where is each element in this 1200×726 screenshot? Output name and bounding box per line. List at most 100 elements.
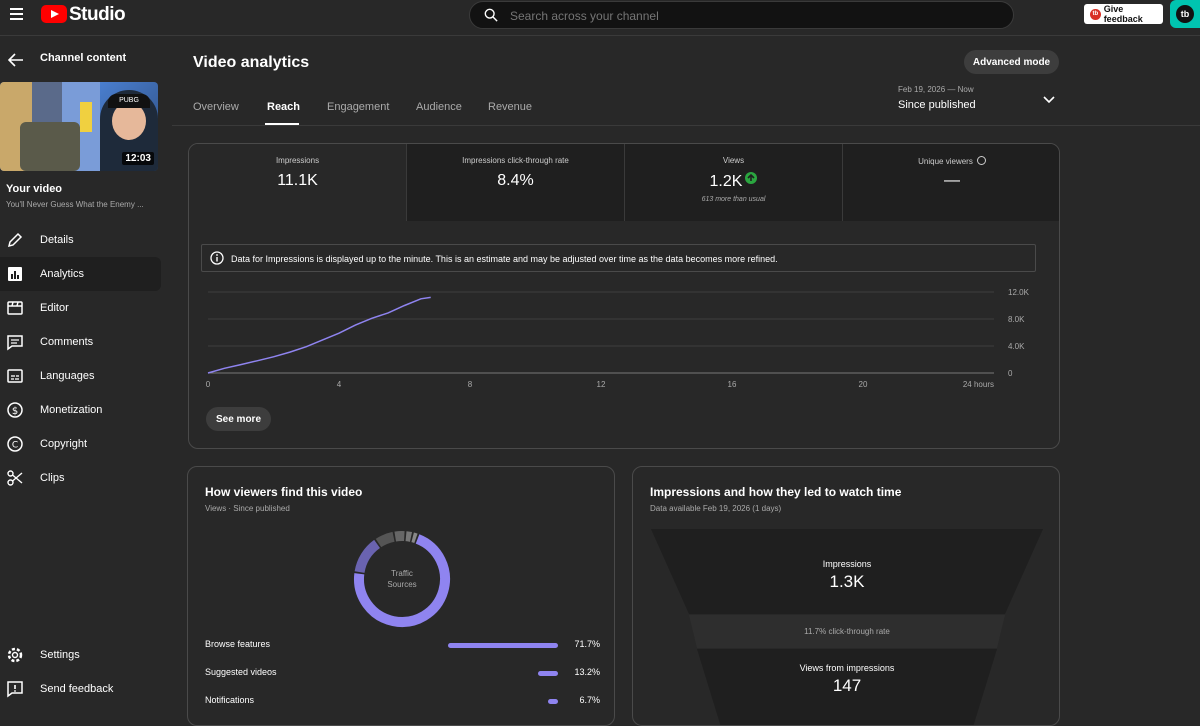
- traffic-source-bar: [537, 671, 558, 676]
- card-title: How viewers find this video: [205, 485, 363, 499]
- thumb-panel: [20, 122, 80, 171]
- donut-slice[interactable]: [405, 531, 413, 542]
- subtitles-icon: [7, 369, 23, 383]
- funnel-ctr-segment: [689, 615, 1005, 648]
- tabs-divider: [172, 125, 1200, 126]
- video-thumbnail[interactable]: PUBG 12:03: [0, 82, 158, 171]
- tab-overview[interactable]: Overview: [193, 101, 239, 113]
- search-icon[interactable]: [484, 8, 498, 22]
- menu-icon[interactable]: [10, 8, 24, 22]
- donut-center-label-line2: Sources: [387, 580, 416, 589]
- chevron-down-icon[interactable]: [1043, 95, 1055, 105]
- funnel-views-label: Views from impressions: [799, 663, 895, 673]
- metric-unique-viewers[interactable]: Unique viewers —: [843, 144, 1059, 221]
- impressions-line-chart[interactable]: 0 4.0K 8.0K 12.0K 0 4 8 12 16 20 24 hours: [189, 284, 1060, 399]
- scissors-icon: [7, 470, 23, 486]
- back-arrow-icon[interactable]: [7, 52, 24, 70]
- thumb-face: [112, 102, 146, 140]
- sidebar-item-editor[interactable]: Editor: [0, 291, 161, 325]
- metric-views[interactable]: Views 1.2K 613 more than usual: [625, 144, 843, 221]
- y-tick-label: 12.0K: [1008, 288, 1030, 297]
- search-box[interactable]: [469, 1, 1014, 29]
- studio-logo-text[interactable]: Studio: [69, 4, 126, 25]
- traffic-source-bar: [547, 699, 558, 704]
- traffic-source-row[interactable]: Browse features 71.7%: [205, 639, 600, 653]
- sidebar-item-label: Send feedback: [40, 683, 114, 695]
- sidebar-item-languages[interactable]: Languages: [0, 359, 161, 393]
- metric-label-wrap: Unique viewers: [843, 156, 1059, 166]
- clock-icon: [976, 156, 986, 165]
- metric-value-wrap: 1.2K: [625, 172, 842, 191]
- thumb-panel: [80, 102, 92, 132]
- date-range-text[interactable]: Feb 19, 2026 — Now: [898, 85, 974, 94]
- funnel-views-value: 147: [832, 676, 862, 695]
- tab-audience[interactable]: Audience: [416, 101, 462, 113]
- comments-icon: [7, 335, 23, 351]
- youtube-logo-icon[interactable]: [41, 5, 67, 23]
- traffic-source-label: Browse features: [205, 639, 271, 649]
- funnel-impressions-label: Impressions: [822, 559, 872, 569]
- metric-ctr[interactable]: Impressions click-through rate 8.4%: [407, 144, 625, 221]
- give-feedback-button[interactable]: tb Give feedback: [1084, 4, 1163, 24]
- traffic-source-label: Suggested videos: [205, 667, 277, 677]
- metric-value: 11.1K: [277, 172, 318, 189]
- x-tick-label: 4: [337, 380, 342, 389]
- funnel-ctr-label: 11.7% click-through rate: [804, 627, 890, 636]
- see-more-button[interactable]: See more: [206, 407, 271, 431]
- sidebar-item-label: Details: [40, 234, 74, 246]
- tab-engagement[interactable]: Engagement: [327, 101, 390, 113]
- traffic-source-row[interactable]: Notifications 6.7%: [205, 695, 600, 709]
- x-tick-label: 20: [859, 380, 868, 389]
- account-avatar[interactable]: tb: [1170, 0, 1200, 28]
- sidebar-item-send-feedback[interactable]: Send feedback: [0, 672, 161, 706]
- donut-center-label-line1: Traffic: [391, 569, 413, 578]
- tab-revenue[interactable]: Revenue: [488, 101, 533, 113]
- feedback-icon: [7, 681, 23, 698]
- tab-reach[interactable]: Reach: [267, 101, 301, 113]
- donut-slice[interactable]: [375, 531, 395, 548]
- x-tick-label: 12: [597, 380, 606, 389]
- donut-slice[interactable]: [394, 530, 405, 542]
- sidebar-item-copyright[interactable]: C Copyright: [0, 427, 161, 461]
- card-subtitle: Views · Since published: [205, 504, 290, 513]
- metric-value: 8.4%: [497, 172, 534, 189]
- sidebar-item-monetization[interactable]: $ Monetization: [0, 393, 161, 427]
- sidebar-item-label: Editor: [40, 302, 69, 314]
- sidebar-item-label: Monetization: [40, 404, 103, 416]
- advanced-mode-button[interactable]: Advanced mode: [964, 50, 1059, 74]
- traffic-sources-donut[interactable]: Traffic Sources: [352, 529, 452, 629]
- sidebar-item-clips[interactable]: Clips: [0, 461, 161, 495]
- sidebar-item-label: Copyright: [40, 438, 88, 450]
- search-input[interactable]: [510, 9, 990, 23]
- date-range-label[interactable]: Since published: [898, 99, 976, 111]
- card-subtitle: Data available Feb 19, 2026 (1 days): [650, 504, 782, 513]
- metric-label: Views: [722, 156, 745, 165]
- traffic-source-label: Notifications: [205, 695, 255, 705]
- traffic-source-percent: 6.7%: [579, 695, 600, 705]
- sidebar-item-settings[interactable]: Settings: [0, 638, 161, 672]
- donut-slice[interactable]: [411, 532, 418, 544]
- channel-content-link[interactable]: Channel content: [40, 52, 127, 64]
- svg-text:$: $: [12, 406, 18, 417]
- metric-label: Impressions click-through rate: [462, 156, 569, 165]
- sidebar-item-label: Analytics: [40, 268, 85, 280]
- svg-text:C: C: [12, 441, 18, 451]
- metric-subtext: 613 more than usual: [701, 196, 766, 203]
- metric-impressions[interactable]: Impressions 11.1K: [189, 144, 407, 221]
- y-tick-label: 0: [1008, 369, 1013, 378]
- donut-slice[interactable]: [354, 539, 381, 574]
- pencil-icon: [7, 232, 23, 248]
- x-tick-label: 16: [728, 380, 737, 389]
- sidebar-item-label: Comments: [40, 336, 94, 348]
- donut-slice[interactable]: [354, 534, 450, 627]
- sidebar-item-comments[interactable]: Comments: [0, 325, 161, 359]
- sidebar-item-details[interactable]: Details: [0, 223, 161, 257]
- sidebar-item-label: Settings: [40, 649, 80, 661]
- sidebar-item-analytics[interactable]: Analytics: [0, 257, 161, 291]
- traffic-source-row[interactable]: Suggested videos 13.2%: [205, 667, 600, 681]
- metric-value: 1.2K: [709, 173, 743, 190]
- traffic-sources-card: How viewers find this video Views · Sinc…: [187, 466, 615, 726]
- x-tick-label: 8: [468, 380, 473, 389]
- traffic-source-percent: 71.7%: [574, 639, 600, 649]
- sidebar: Channel content PUBG 12:03 Your video Yo…: [0, 37, 168, 713]
